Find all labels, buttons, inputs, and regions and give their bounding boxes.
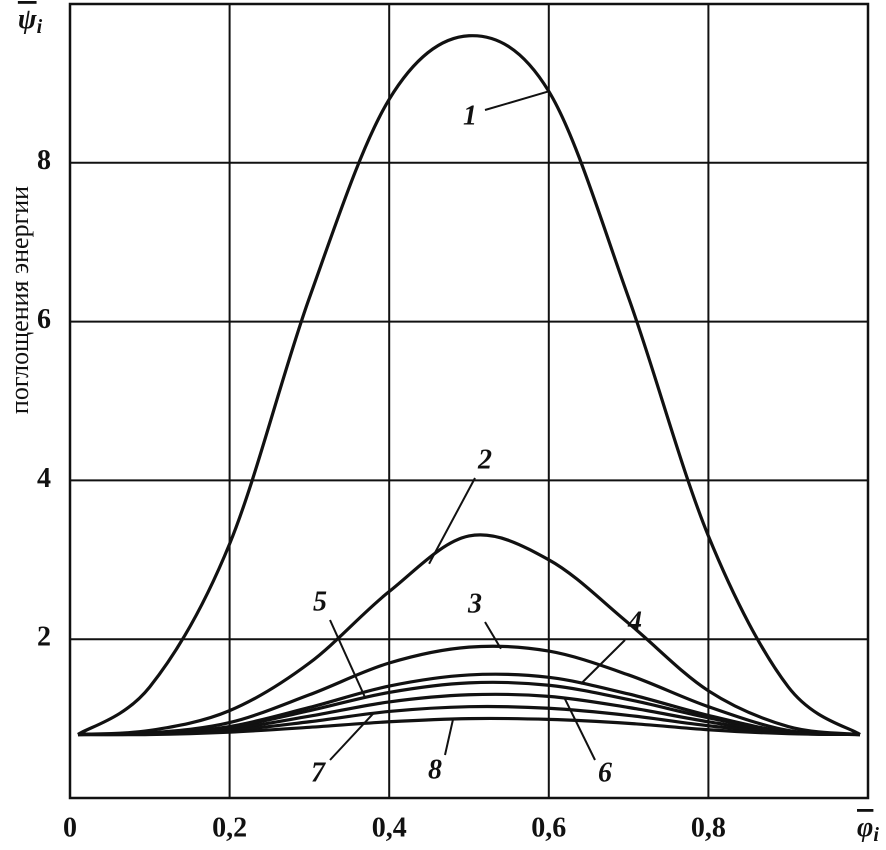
x-tick-label: 0,8 [691, 812, 726, 843]
y-axis-label: поглощения энергии [5, 186, 34, 414]
curve-label: 6 [598, 757, 612, 788]
label-leader [580, 639, 626, 685]
label-leader [444, 719, 455, 756]
label-leader [484, 621, 502, 650]
y-tick-label: 4 [37, 463, 51, 494]
y-symbol: ψ [18, 4, 37, 35]
y-tick-label: 6 [37, 304, 51, 335]
curve-label: 1 [463, 100, 477, 131]
label-leader [329, 712, 374, 761]
curve [77, 34, 861, 736]
x-tick-label: 0,6 [531, 812, 566, 843]
x-tick-label: 0,4 [372, 812, 407, 843]
x-symbol-sub: i [873, 824, 879, 846]
curve-label: 4 [627, 606, 642, 637]
x-tick-label: 0,2 [212, 812, 247, 843]
label-leader [484, 90, 550, 111]
y-axis-symbol: ψi [18, 4, 43, 37]
curve-label: 7 [311, 757, 326, 788]
x-tick-label: 0 [63, 812, 77, 843]
curve-label: 2 [477, 444, 492, 475]
curve [77, 644, 861, 737]
y-tick-label: 2 [37, 622, 51, 653]
curve [77, 533, 861, 737]
curve [77, 716, 861, 737]
curve-label: 3 [467, 588, 482, 619]
label-leader [563, 698, 596, 761]
y-symbol-sub: i [37, 16, 43, 38]
x-axis-symbol: φi [857, 812, 879, 845]
label-leader [329, 619, 367, 699]
curve-label: 8 [428, 754, 442, 785]
x-symbol: φ [857, 812, 873, 843]
y-tick-label: 8 [37, 145, 51, 176]
label-leader [428, 477, 476, 565]
curve-label: 5 [313, 586, 327, 617]
